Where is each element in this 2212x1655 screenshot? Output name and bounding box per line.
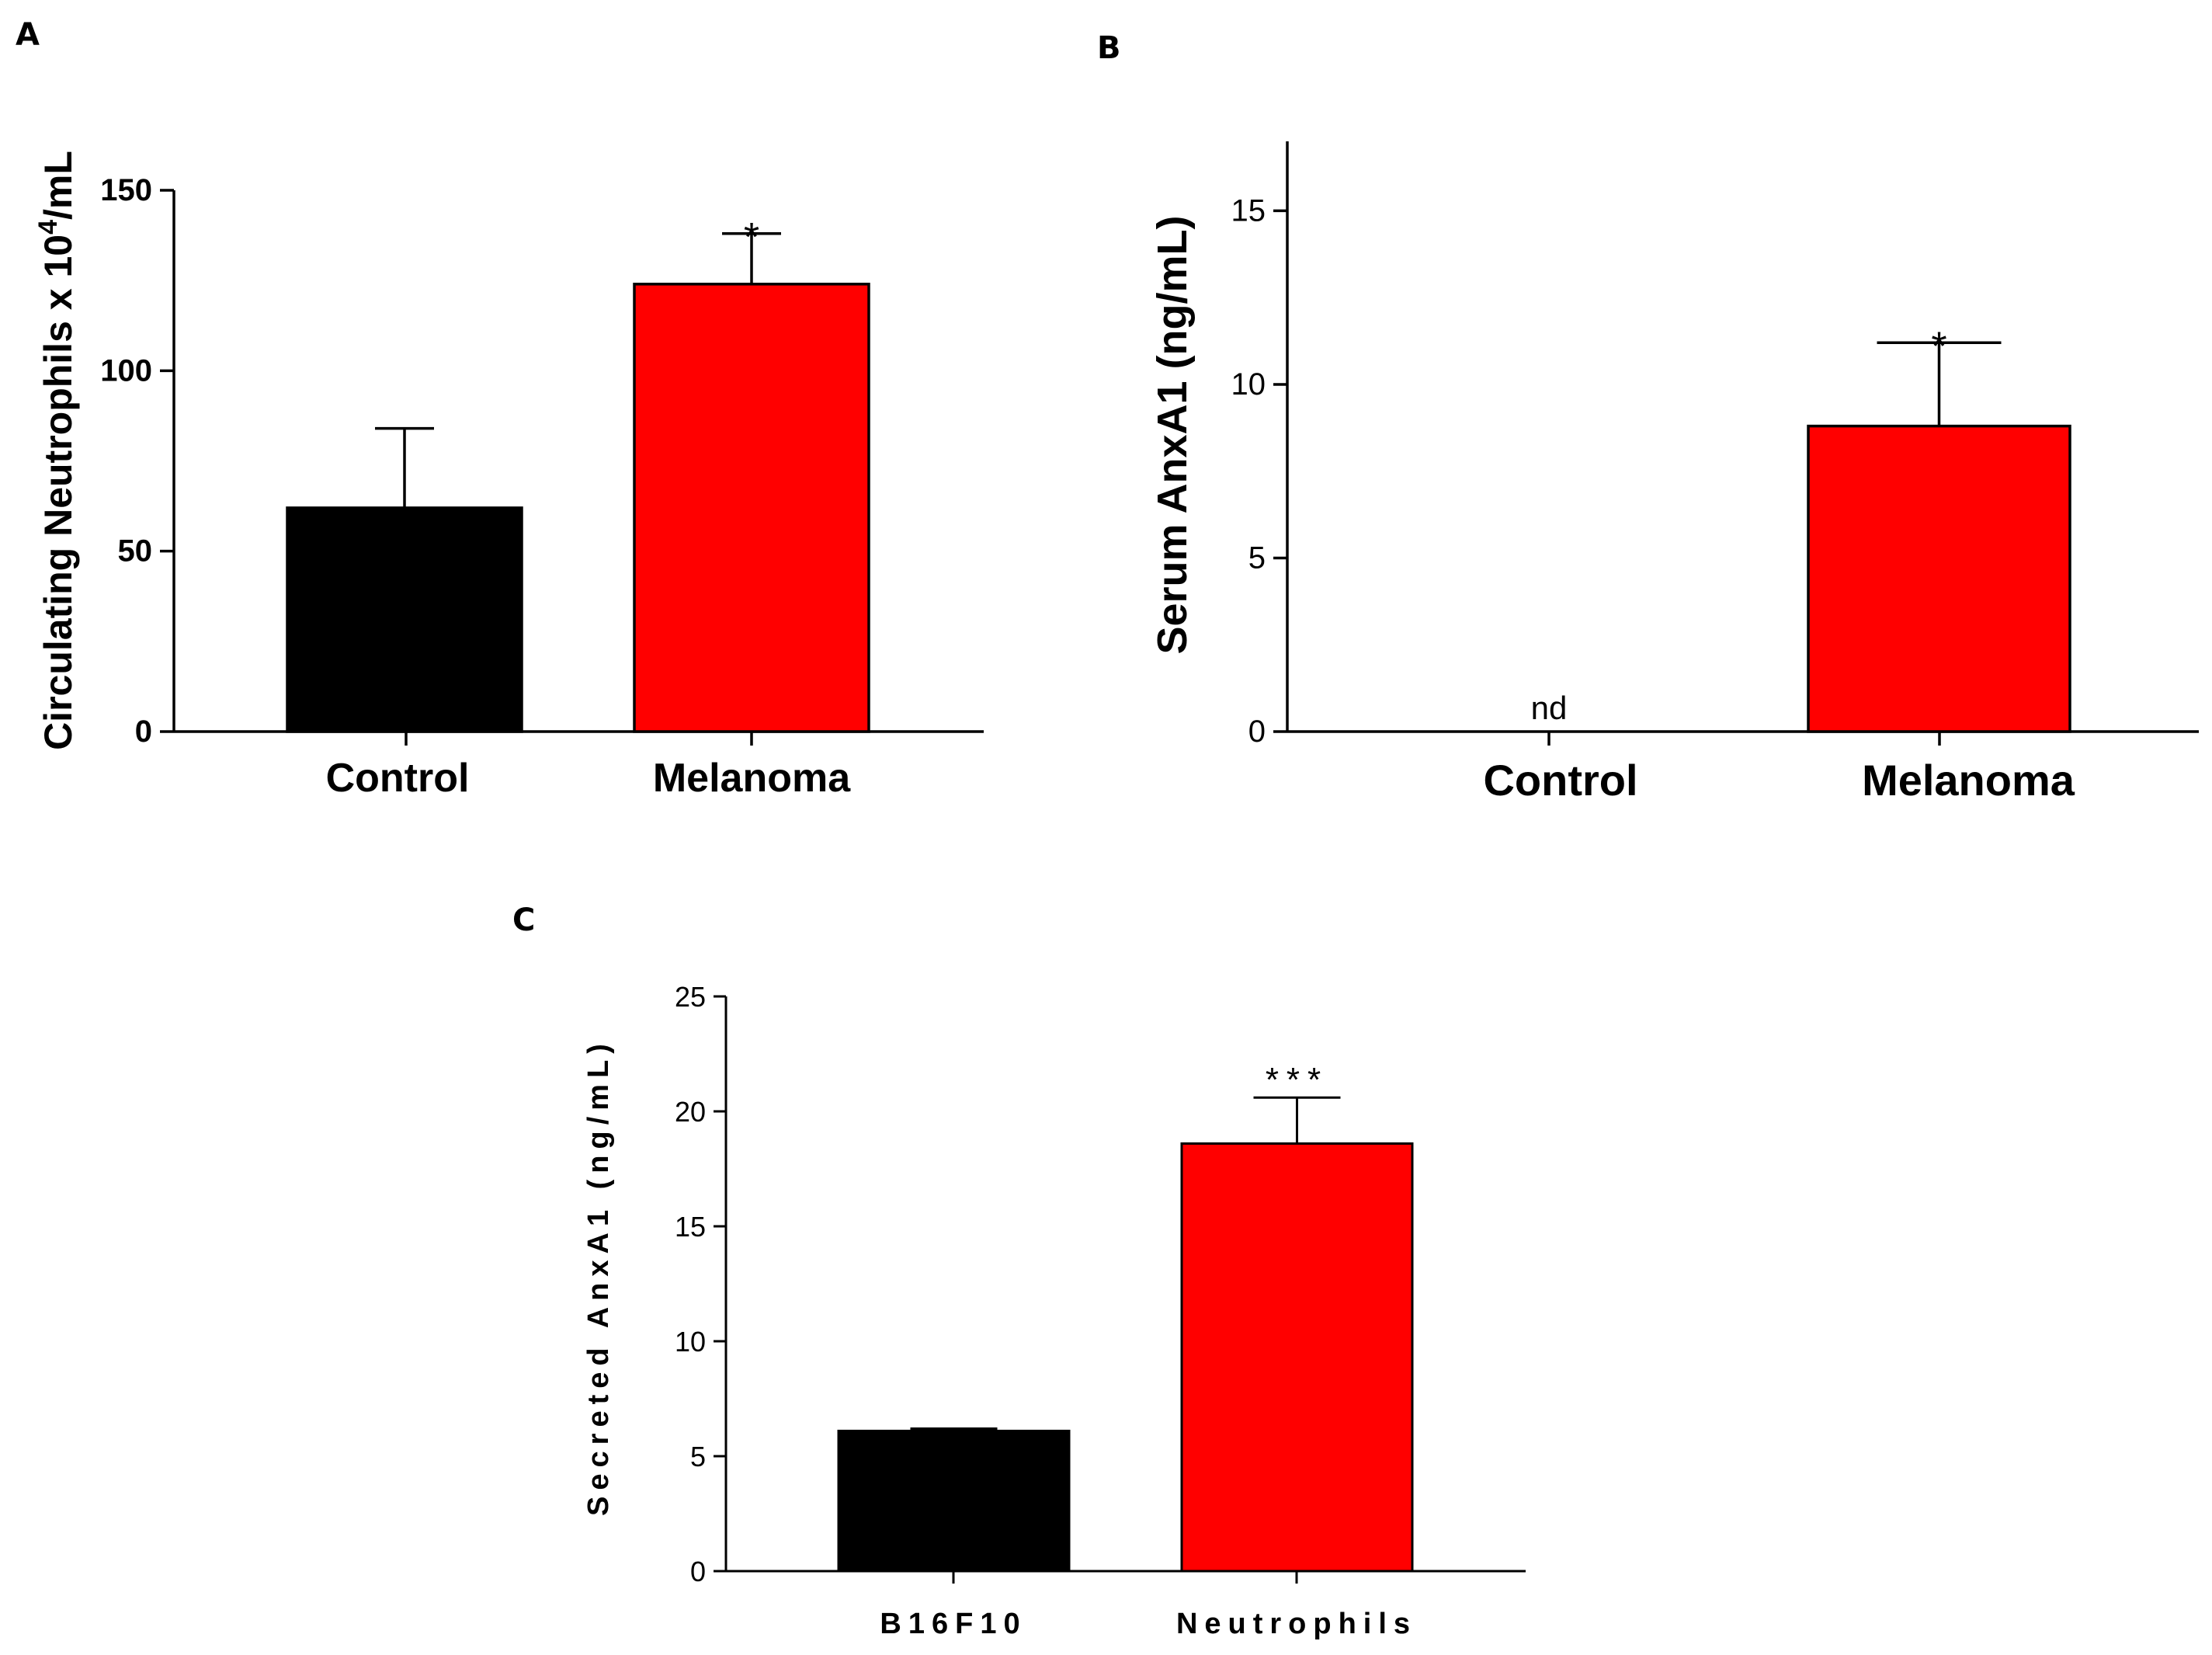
panel-c-category-label: B16F10 [880, 1608, 1026, 1640]
panel-c-y-tick-label: 25 [675, 981, 706, 1013]
panel-a-marks: * [286, 215, 870, 733]
panel-b-y-tick-label: 5 [1248, 541, 1266, 575]
panel-a-y-tick-label: 150 [100, 173, 152, 207]
panel-a-letter: A [16, 17, 40, 53]
panel-b-bar-melanoma [1807, 424, 2071, 733]
panel-b-significance-label: * [1931, 324, 1946, 369]
panel-b-nd-label: nd [1531, 690, 1568, 726]
panel-a-y-tick-label: 50 [118, 534, 153, 568]
panel-b-category-label: Melanoma [1862, 756, 2075, 805]
panel-b-y-tick-label: 15 [1231, 193, 1266, 228]
panel-c-y-tick-label: 15 [675, 1211, 706, 1243]
panel-a: A Circulating Neutrophils x 104/mL 0 50 10… [16, 17, 984, 801]
panel-b-category-label: Control [1483, 756, 1637, 805]
panel-b-marks: nd * [1531, 324, 2071, 733]
panel-c-category-label: Neutrophils [1176, 1608, 1417, 1640]
panel-c-axes: 0 5 10 15 20 25 B16F10 Neutrophils [675, 981, 1526, 1640]
panel-a-category-label: Melanoma [653, 756, 851, 801]
panel-c-y-tick-label: 20 [675, 1096, 706, 1128]
panel-a-significance-label: * [744, 215, 759, 260]
panel-c-y-tick-label: 0 [690, 1556, 706, 1587]
panel-c-y-tick-label: 5 [690, 1441, 706, 1472]
panel-c-marks: *** [837, 1061, 1414, 1573]
panel-b-letter: B [1097, 30, 1121, 66]
panel-c-significance-label: *** [1266, 1061, 1328, 1099]
panel-c-y-tick-label: 10 [675, 1326, 706, 1358]
panel-b-y-tick-label: 0 [1248, 715, 1266, 749]
panel-c-bar-neutrophils [1180, 1142, 1414, 1573]
panel-c-letter: C [512, 902, 535, 938]
panel-a-y-tick-label: 100 [100, 353, 152, 388]
panel-c-y-axis-label: Secreted AnxA1 (ng/mL) [582, 1038, 615, 1516]
panel-b: B Serum AnxA1 (ng/mL) 0 5 10 15 Control Melan… [1097, 30, 2199, 805]
panel-b-y-tick-label: 10 [1231, 367, 1266, 402]
panel-a-y-tick-label: 0 [135, 715, 152, 749]
panel-a-category-label: Control [326, 756, 470, 801]
panel-a-bar-control [286, 506, 523, 733]
panel-c-bar-b16f10 [837, 1429, 1071, 1573]
panel-a-y-axis-label: Circulating Neutrophils x 104/mL [33, 151, 80, 750]
panel-b-y-axis-label: Serum AnxA1 (ng/mL) [1149, 215, 1196, 654]
panel-a-bar-melanoma [633, 283, 870, 733]
panel-c: C Secreted AnxA1 (ng/mL) 0 5 10 15 20 25 B16F1… [512, 902, 1526, 1640]
panel-a-axes: 0 50 100 150 Control Melanoma [100, 173, 984, 801]
